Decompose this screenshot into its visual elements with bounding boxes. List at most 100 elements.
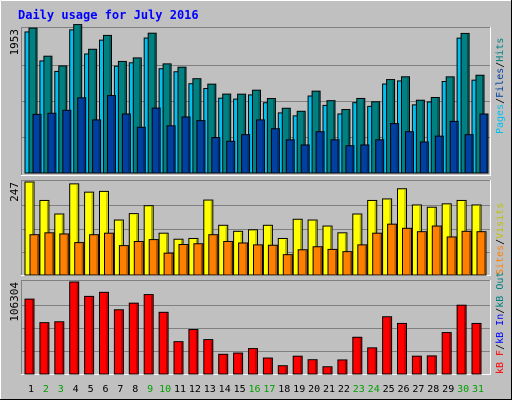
chart-panels: 1953 247 106304	[8, 24, 491, 375]
bar	[47, 112, 57, 174]
bar	[253, 244, 263, 276]
bar	[342, 251, 353, 276]
legend-entry: /	[495, 308, 506, 314]
bar	[312, 246, 323, 276]
x-tick-label: 29	[442, 384, 454, 395]
bar	[330, 139, 340, 174]
legend-entry: /	[495, 98, 506, 104]
bar	[471, 322, 482, 375]
bar	[367, 347, 378, 375]
bar	[449, 120, 459, 174]
bar	[92, 119, 102, 174]
x-axis-labels: 1 2 3 4 5 6 7 8 9 10 11 12 13 14 15 16 17 18 19 20 21 22 23 24 2…	[28, 384, 484, 395]
bar	[113, 309, 124, 375]
x-tick-label: 20	[308, 384, 320, 395]
bar	[464, 134, 474, 174]
bar	[267, 244, 278, 276]
bar	[476, 231, 487, 276]
bar	[166, 125, 176, 174]
bar	[107, 95, 116, 174]
bar	[277, 365, 288, 375]
bar	[315, 131, 325, 174]
bar	[431, 225, 442, 276]
bar	[434, 135, 444, 174]
bar	[188, 329, 199, 375]
legend-entry: Pages	[495, 104, 506, 134]
bar	[419, 141, 429, 174]
bar	[118, 245, 129, 276]
x-tick-label: 5	[88, 384, 94, 395]
bar	[181, 116, 191, 174]
bar	[84, 295, 95, 375]
bar	[32, 113, 42, 174]
x-tick-label: 27	[412, 384, 424, 395]
x-tick-label: 16	[248, 384, 260, 395]
series-pages	[32, 95, 489, 174]
bar	[59, 233, 70, 276]
x-tick-label: 7	[117, 384, 123, 395]
legend-hits-files-pages: Pages/Files/Hits	[495, 38, 506, 134]
bar	[282, 254, 293, 276]
bar	[405, 131, 414, 174]
bar	[77, 97, 87, 174]
bar	[285, 139, 295, 174]
bar	[238, 242, 249, 276]
y-max-label: 106304	[8, 282, 21, 322]
x-tick-label: 22	[338, 384, 350, 395]
bar	[402, 227, 412, 276]
bar	[256, 119, 265, 174]
x-tick-label: 30	[457, 384, 469, 395]
bar	[300, 144, 310, 174]
legend-entry: Visits	[495, 203, 506, 239]
bar	[143, 294, 154, 375]
x-tick-label: 23	[353, 384, 365, 395]
x-tick-label: 10	[159, 384, 171, 395]
bar	[173, 341, 184, 375]
bar	[218, 353, 229, 375]
bar	[136, 126, 146, 174]
x-tick-label: 2	[43, 384, 49, 395]
bar	[479, 113, 489, 174]
x-tick-label: 24	[368, 384, 380, 395]
bar	[178, 244, 189, 276]
bar	[151, 107, 161, 174]
bar	[456, 304, 467, 375]
bar	[24, 298, 35, 375]
bar	[307, 359, 318, 375]
bar	[233, 352, 244, 375]
x-tick-label: 9	[147, 384, 153, 395]
bar	[352, 336, 363, 375]
bar	[133, 240, 144, 276]
y-max-label: 247	[8, 182, 21, 202]
legend-kbytes: kB F/kB In/kB Out	[495, 272, 506, 374]
bar	[226, 140, 236, 174]
panel-visits-sites: 247	[8, 180, 491, 276]
legend-entry: /	[495, 344, 506, 350]
legend-entry: Hits	[495, 38, 506, 62]
bar	[158, 311, 169, 375]
panel-hits-files-pages: 1953	[8, 24, 491, 176]
bar	[262, 357, 273, 375]
legend-entry: kB Out	[495, 272, 506, 308]
bar	[426, 355, 437, 375]
x-tick-label: 12	[189, 384, 201, 395]
bar	[372, 232, 383, 276]
bar	[148, 239, 159, 276]
bar	[163, 252, 174, 276]
x-tick-label: 28	[427, 384, 439, 395]
chart-title: Daily usage for July 2016	[18, 8, 199, 22]
bar	[345, 145, 355, 174]
x-tick-label: 11	[174, 384, 186, 395]
bar	[128, 302, 139, 375]
legend-entry: Files	[495, 68, 506, 98]
bar	[223, 240, 234, 276]
x-tick-label: 13	[204, 384, 216, 395]
legend-entry: /	[495, 62, 506, 68]
x-tick-label: 21	[323, 384, 335, 395]
bar	[99, 291, 109, 375]
series-kb-f	[24, 281, 482, 375]
bar	[121, 113, 131, 174]
bar	[196, 120, 206, 174]
